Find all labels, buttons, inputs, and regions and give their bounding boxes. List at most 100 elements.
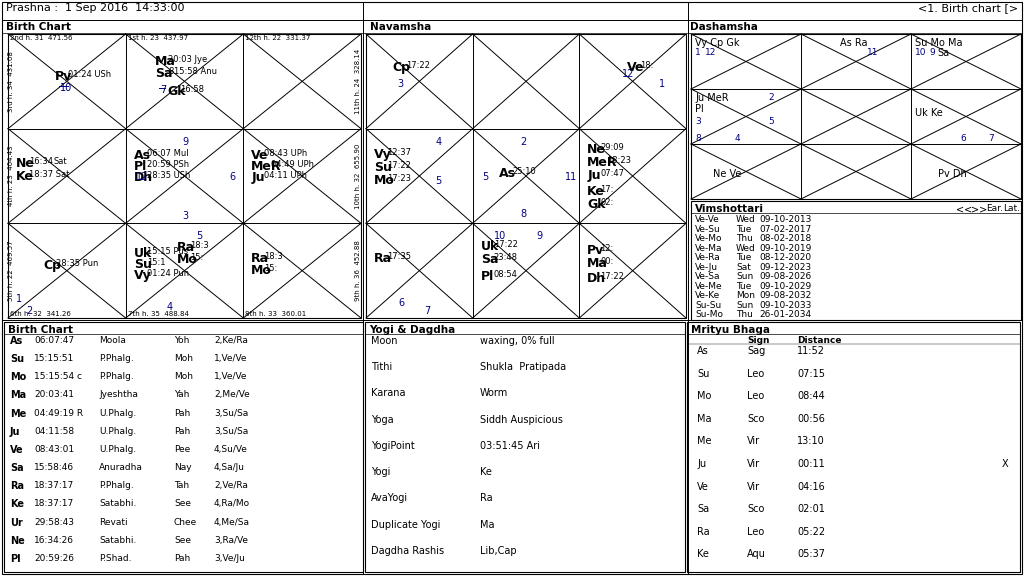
Text: 20:59:26: 20:59:26 bbox=[34, 554, 74, 563]
Text: 09-10-2033: 09-10-2033 bbox=[759, 301, 811, 310]
Text: 5th h. 22  469.57: 5th h. 22 469.57 bbox=[8, 240, 14, 301]
Text: Ju: Ju bbox=[10, 427, 20, 437]
Text: Pah: Pah bbox=[174, 427, 190, 436]
Text: Ma: Ma bbox=[10, 391, 27, 400]
Text: 2: 2 bbox=[26, 306, 32, 316]
Text: Su: Su bbox=[697, 369, 710, 378]
Text: Ra: Ra bbox=[374, 252, 392, 265]
Text: 10: 10 bbox=[915, 48, 927, 57]
Text: Tue: Tue bbox=[736, 282, 752, 291]
Text: Mo: Mo bbox=[177, 253, 198, 266]
Text: 05:22: 05:22 bbox=[797, 527, 825, 537]
Text: 11:52: 11:52 bbox=[797, 346, 825, 356]
Text: Ma: Ma bbox=[480, 520, 495, 529]
Bar bbox=[691, 201, 1021, 320]
Text: 20:59 PSh: 20:59 PSh bbox=[146, 161, 188, 169]
Text: Cp: Cp bbox=[43, 259, 61, 272]
Text: Ra: Ra bbox=[480, 493, 493, 503]
Text: 9: 9 bbox=[537, 232, 543, 241]
Text: Pv: Pv bbox=[55, 70, 73, 83]
Bar bbox=[691, 34, 1021, 199]
Text: 5: 5 bbox=[435, 176, 441, 186]
Text: Pl: Pl bbox=[134, 161, 146, 173]
Text: Ve-Ve: Ve-Ve bbox=[695, 215, 720, 224]
Text: Shukla  Pratipada: Shukla Pratipada bbox=[480, 362, 566, 372]
Text: 1,Ve/Ve: 1,Ve/Ve bbox=[214, 372, 248, 381]
Text: 09-10-2013: 09-10-2013 bbox=[759, 215, 811, 224]
Text: Vy Cp Gk: Vy Cp Gk bbox=[695, 38, 739, 48]
Text: 3,Ra/Ve: 3,Ra/Ve bbox=[214, 536, 248, 545]
Text: Gk: Gk bbox=[588, 198, 606, 211]
Text: Leo: Leo bbox=[746, 391, 764, 401]
Text: Ve: Ve bbox=[10, 445, 24, 455]
Text: 6th h. 32  341.26: 6th h. 32 341.26 bbox=[10, 311, 71, 317]
Text: Satabhi.: Satabhi. bbox=[99, 536, 136, 545]
Text: MeR: MeR bbox=[251, 161, 282, 173]
Text: 1,Ve/Ve: 1,Ve/Ve bbox=[214, 354, 248, 363]
Text: Ve-Ke: Ve-Ke bbox=[695, 291, 720, 300]
Text: Pl: Pl bbox=[480, 270, 494, 283]
Text: 12: 12 bbox=[705, 48, 717, 57]
Text: Dh: Dh bbox=[588, 272, 606, 285]
Text: 08-12-2020: 08-12-2020 bbox=[759, 253, 811, 262]
Text: Su-Mo: Su-Mo bbox=[695, 310, 723, 320]
Text: Ju MeR: Ju MeR bbox=[695, 93, 729, 103]
Text: 01:24 USh: 01:24 USh bbox=[68, 70, 112, 79]
Text: Yogi: Yogi bbox=[371, 467, 390, 477]
Text: Sco: Sco bbox=[746, 504, 764, 514]
Text: Dashamsha: Dashamsha bbox=[690, 22, 758, 32]
Text: 4th h. 23  404.43: 4th h. 23 404.43 bbox=[8, 146, 14, 206]
Text: 29:58:43: 29:58:43 bbox=[34, 518, 74, 526]
Text: Su Mo Ma: Su Mo Ma bbox=[915, 38, 963, 48]
Text: Moh: Moh bbox=[174, 354, 193, 363]
Text: Tithi: Tithi bbox=[371, 362, 392, 372]
Text: Vy: Vy bbox=[374, 147, 392, 161]
Text: 4: 4 bbox=[735, 134, 740, 143]
Text: Vir: Vir bbox=[746, 437, 760, 446]
Text: 07:15: 07:15 bbox=[797, 369, 825, 378]
Text: Yogi & Dagdha: Yogi & Dagdha bbox=[369, 325, 456, 335]
Text: As: As bbox=[134, 150, 151, 162]
Text: Vir: Vir bbox=[746, 482, 760, 491]
Text: 03:51:45 Ari: 03:51:45 Ari bbox=[480, 441, 540, 451]
Text: Ma: Ma bbox=[588, 257, 608, 270]
Text: 13:10: 13:10 bbox=[797, 437, 824, 446]
Text: Ne: Ne bbox=[588, 143, 606, 156]
Text: Moola: Moola bbox=[99, 336, 126, 345]
Text: 16:58: 16:58 bbox=[180, 85, 204, 94]
Text: Ke: Ke bbox=[697, 550, 709, 559]
Text: Ju: Ju bbox=[588, 169, 601, 182]
Text: 17:22: 17:22 bbox=[494, 240, 517, 249]
Text: Ve: Ve bbox=[697, 482, 709, 491]
Text: 9: 9 bbox=[182, 137, 188, 147]
Text: 08:44: 08:44 bbox=[797, 391, 824, 401]
Text: Me: Me bbox=[10, 408, 27, 419]
Text: 2nd h. 31  471.56: 2nd h. 31 471.56 bbox=[10, 35, 73, 41]
Text: 1st h. 23  437.97: 1st h. 23 437.97 bbox=[128, 35, 187, 41]
Text: U.Phalg.: U.Phalg. bbox=[99, 445, 136, 454]
Text: 6: 6 bbox=[398, 298, 404, 308]
Text: P.Phalg.: P.Phalg. bbox=[99, 372, 134, 381]
Text: 09-08-2032: 09-08-2032 bbox=[759, 291, 811, 300]
Text: Su-Su: Su-Su bbox=[695, 301, 721, 310]
Text: 11: 11 bbox=[867, 48, 879, 57]
Text: 5: 5 bbox=[482, 172, 488, 182]
Text: 26-01-2034: 26-01-2034 bbox=[759, 310, 811, 320]
Text: Uk: Uk bbox=[134, 247, 152, 260]
Text: Ve-Mo: Ve-Mo bbox=[695, 234, 723, 243]
Text: 02:01: 02:01 bbox=[797, 504, 825, 514]
Text: 3,Ve/Ju: 3,Ve/Ju bbox=[214, 554, 245, 563]
Text: Karana: Karana bbox=[371, 388, 406, 399]
Text: P.Shad.: P.Shad. bbox=[99, 554, 131, 563]
Text: Sat: Sat bbox=[54, 157, 68, 166]
Text: Prashna :  1 Sep 2016  14:33:00: Prashna : 1 Sep 2016 14:33:00 bbox=[6, 3, 184, 13]
Text: Ve-Sa: Ve-Sa bbox=[695, 272, 721, 281]
Text: 12:: 12: bbox=[600, 244, 613, 253]
Text: Pah: Pah bbox=[174, 408, 190, 418]
Text: 18:37:17: 18:37:17 bbox=[34, 499, 75, 509]
Text: Lib,Cap: Lib,Cap bbox=[480, 546, 517, 556]
Text: 4,Me/Sa: 4,Me/Sa bbox=[214, 518, 250, 526]
Text: 28:35 USh: 28:35 USh bbox=[146, 172, 190, 180]
Text: 8: 8 bbox=[168, 67, 173, 76]
Text: 12: 12 bbox=[623, 69, 635, 78]
